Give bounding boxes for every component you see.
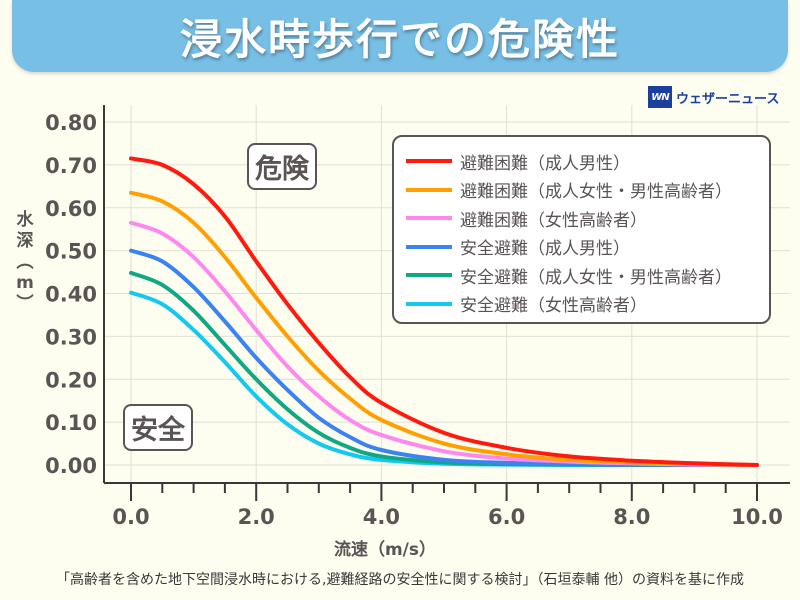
y-tick-label: 0.20 (45, 368, 97, 392)
y-tick-label: 0.40 (45, 283, 97, 307)
x-tick-label: 2.0 (238, 505, 275, 529)
y-axis-title-char: ︶ (16, 294, 34, 314)
x-tick-label: 8.0 (613, 505, 650, 529)
y-tick-label: 0.60 (45, 197, 97, 221)
series-line-2 (129, 190, 759, 467)
y-axis-title-char: 深 (16, 231, 34, 251)
x-tick-label: 6.0 (488, 505, 525, 529)
y-tick-label: 0.10 (45, 411, 97, 435)
safe-zone-label: 安全 (123, 404, 193, 451)
legend-label: 安全避難（女性高齢者） (460, 296, 647, 317)
axes (103, 105, 790, 501)
y-axis-title-text: 水深 ︵ m ︶ (14, 210, 36, 315)
y-tick-label: 0.70 (45, 154, 97, 178)
series-lines (129, 156, 759, 468)
legend-item: 避難困難（成人女性・男性高齢者） (406, 176, 769, 205)
legend-item: 避難困難（成人男性） (406, 147, 769, 176)
legend-swatch-icon (406, 216, 452, 221)
series-line-1 (129, 156, 759, 467)
legend-swatch-icon (406, 273, 452, 278)
legend-item: 安全避難（女性高齢者） (406, 290, 769, 319)
legend-item: 安全避難（成人男性） (406, 233, 769, 262)
weathernews-logo-icon: WN (648, 86, 672, 108)
y-axis-title-char: 水 (16, 210, 34, 230)
source-footnote: 「高齢者を含めた地下空間浸水時における,避難経路の安全性に関する検討」（石垣泰輔… (56, 572, 744, 588)
legend-label: 安全避難（成人女性・男性高齢者） (460, 267, 732, 288)
x-tick-label: 0.0 (112, 505, 149, 529)
page-title: 浸水時歩行での危険性 (179, 14, 620, 64)
x-tick-labels: 0.0 2.0 4.0 6.0 8.0 10.0 (112, 505, 783, 529)
legend-label: 避難困難（成人男性） (460, 153, 630, 174)
brand-logo-block: WN ウェザーニュース (648, 86, 779, 108)
legend-swatch-icon (406, 187, 452, 192)
x-tick-label: 10.0 (731, 505, 783, 529)
title-banner: 浸水時歩行での危険性 (12, 0, 788, 72)
y-tick-label: 0.80 (45, 111, 97, 135)
y-tick-label: 0.50 (45, 240, 97, 264)
legend-label: 避難困難（成人女性・男性高齢者） (460, 182, 732, 203)
legend: 避難困難（成人男性） 避難困難（成人女性・男性高齢者） 避難困難（女性高齢者） 安全避… (392, 135, 771, 324)
brand-name: ウェザーニュース (676, 91, 780, 107)
y-tick-label: 0.00 (45, 454, 97, 478)
legend-label: 避難困難（女性高齢者） (460, 210, 647, 231)
y-axis-title-char: m (16, 273, 34, 293)
legend-label: 安全避難（成人男性） (460, 239, 630, 260)
legend-swatch-icon (406, 244, 452, 249)
x-tick-label: 4.0 (363, 505, 400, 529)
legend-item: 避難困難（女性高齢者） (406, 204, 769, 233)
y-axis-title-char: ︵ (16, 252, 34, 272)
legend-swatch-icon (406, 301, 452, 306)
danger-zone-label: 危険 (247, 143, 317, 190)
y-tick-label: 0.30 (45, 325, 97, 349)
y-axis-title: 水深 ︵ m ︶ (14, 210, 36, 315)
legend-item: 安全避難（成人女性・男性高齢者） (406, 261, 769, 290)
x-axis-title: 流速（m/s） (334, 539, 436, 560)
legend-swatch-icon (406, 159, 452, 164)
y-tick-labels: 0.00 0.10 0.20 0.30 0.40 0.50 0.60 0.70 0.80 (45, 111, 97, 478)
